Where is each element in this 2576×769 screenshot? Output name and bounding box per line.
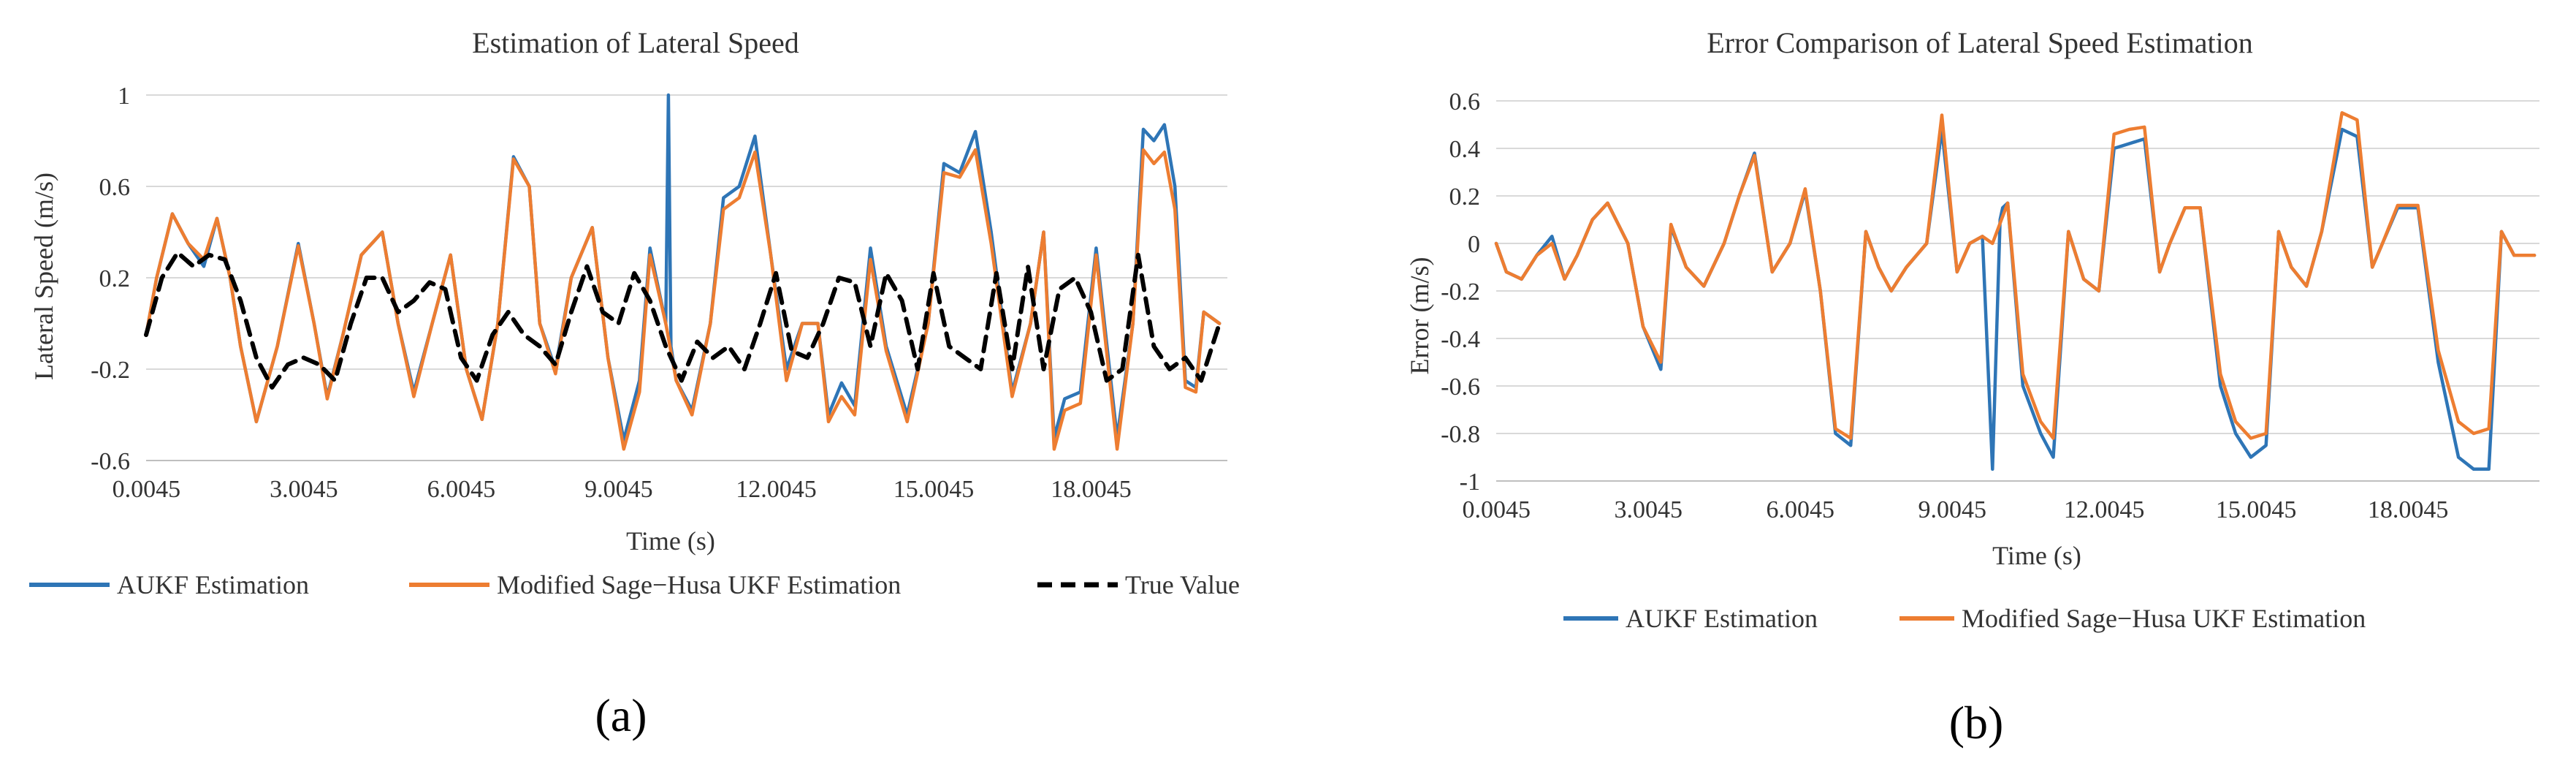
chart-b-y-axis-label: Error (m/s): [1405, 257, 1434, 375]
chart-a: Estimation of Lateral Speed -0.6 -0.2 0.2 0…: [29, 26, 1240, 741]
y-tick-label: -0.2: [1441, 279, 1480, 306]
legend-b-sage-label: Modified Sage−Husa UKF Estimation: [1962, 604, 2366, 633]
y-tick-label: -0.2: [91, 357, 130, 384]
x-tick-label: 12.0045: [2064, 496, 2145, 523]
x-tick-label: 0.0045: [113, 476, 181, 503]
series-line-modified-sage-husa-ukf-estimation: [1494, 111, 2537, 440]
chart-b-x-axis-label: Time (s): [1992, 541, 2081, 570]
x-tick-label: 15.0045: [893, 476, 975, 503]
legend-a-aukf-label: AUKF Estimation: [117, 570, 309, 599]
x-tick-label: 3.0045: [1615, 496, 1683, 523]
x-tick-label: 9.0045: [1918, 496, 1986, 523]
x-tick-label: 18.0045: [1051, 476, 1132, 503]
x-tick-label: 3.0045: [270, 476, 338, 503]
chart-b: Error Comparison of Lateral Speed Estima…: [1405, 26, 2539, 749]
chart-a-y-tick-labels: -0.6 -0.2 0.2 0.6 1: [91, 83, 130, 475]
chart-a-x-tick-labels: 0.0045 3.0045 6.0045 9.0045 12.0045 15.0045 18…: [113, 476, 1132, 503]
chart-a-title: Estimation of Lateral Speed: [472, 26, 799, 59]
y-tick-label: 1: [118, 83, 130, 110]
x-tick-label: 9.0045: [584, 476, 653, 503]
legend-a-true-label: True Value: [1125, 570, 1240, 599]
chart-b-series: [1494, 111, 2537, 471]
y-tick-label: 0.2: [99, 265, 131, 292]
chart-b-title: Error Comparison of Lateral Speed Estima…: [1707, 26, 2253, 59]
y-tick-label: -0.8: [1441, 421, 1480, 448]
y-tick-label: -1: [1460, 469, 1480, 496]
chart-b-x-tick-labels: 0.0045 3.0045 6.0045 9.0045 12.0045 15.0045 18…: [1463, 496, 2449, 523]
chart-a-x-axis-label: Time (s): [626, 526, 715, 556]
x-tick-label: 18.0045: [2368, 496, 2449, 523]
y-tick-label: -0.4: [1441, 326, 1480, 353]
chart-a-y-axis-label: Lateral Speed (m/s): [29, 173, 58, 380]
series-line-true-value: [144, 250, 1222, 390]
x-tick-label: 12.0045: [736, 476, 817, 503]
y-tick-label: 0.6: [99, 174, 131, 201]
y-tick-label: 0: [1468, 231, 1480, 258]
legend-b-aukf-label: AUKF Estimation: [1626, 604, 1818, 633]
chart-a-gridlines: [146, 94, 1227, 370]
x-tick-label: 6.0045: [427, 476, 496, 503]
series-line-aukf-estimation: [144, 93, 1222, 442]
chart-a-legend: AUKF Estimation Modified Sage−Husa UKF E…: [29, 570, 1240, 599]
panel-label-b: (b): [1949, 697, 2004, 749]
x-tick-label: 6.0045: [1766, 496, 1834, 523]
chart-b-legend: AUKF Estimation Modified Sage−Husa UKF E…: [1563, 604, 2366, 633]
x-tick-label: 0.0045: [1463, 496, 1531, 523]
chart-a-series: [144, 93, 1222, 451]
panel-label-a: (a): [595, 689, 647, 741]
chart-b-y-tick-labels: -1 -0.8 -0.6 -0.4 -0.2 0 0.2 0.4 0.6: [1441, 88, 1480, 496]
y-tick-label: 0.4: [1449, 136, 1481, 163]
legend-a-sage-label: Modified Sage−Husa UKF Estimation: [497, 570, 901, 599]
series-line-modified-sage-husa-ukf-estimation: [144, 148, 1222, 451]
y-tick-label: 0.6: [1449, 88, 1481, 115]
y-tick-label: -0.6: [91, 448, 130, 475]
y-tick-label: -0.6: [1441, 374, 1480, 401]
x-tick-label: 15.0045: [2216, 496, 2297, 523]
y-tick-label: 0.2: [1449, 183, 1481, 211]
chart-b-gridlines: [1496, 100, 2539, 434]
